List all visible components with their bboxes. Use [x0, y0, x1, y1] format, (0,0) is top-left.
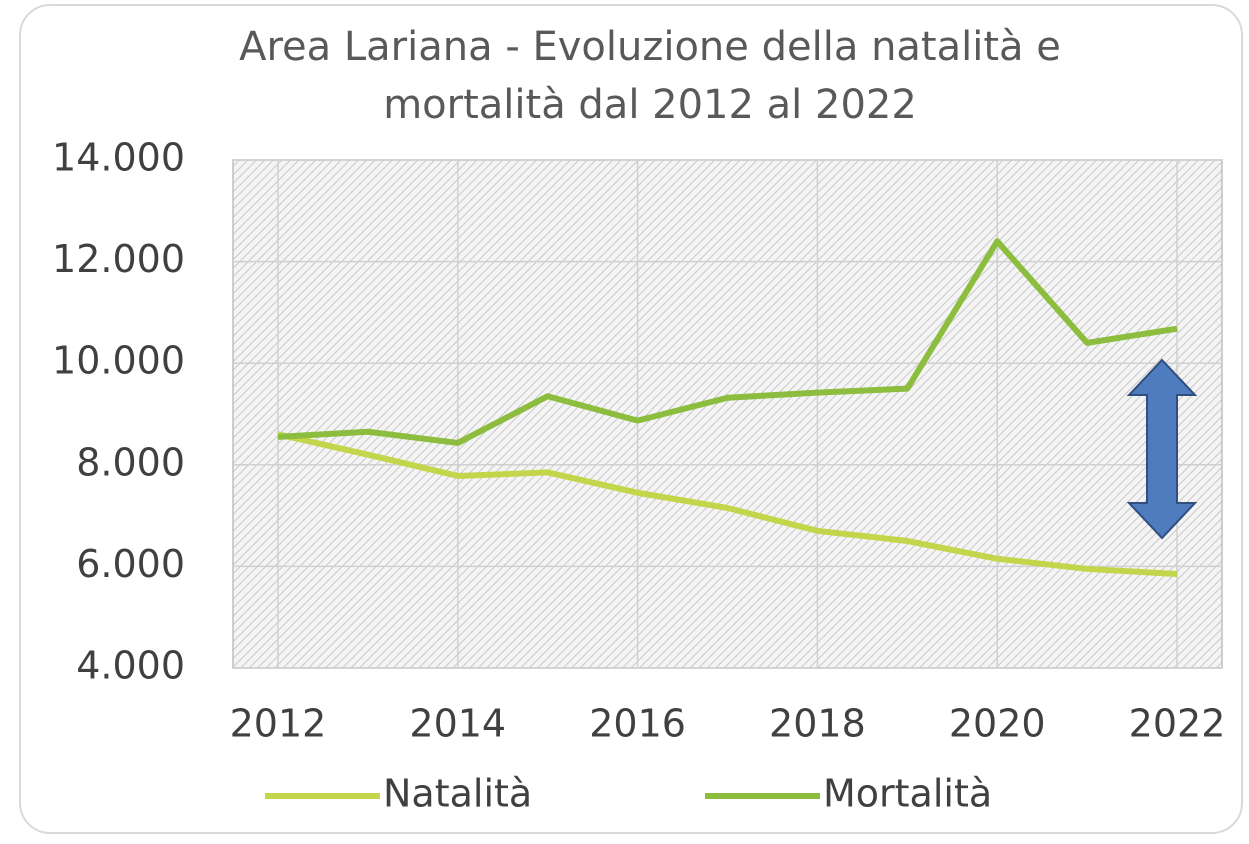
- x-tick-label: 2022: [1129, 702, 1226, 746]
- y-tick-label: 6.000: [76, 542, 185, 586]
- x-tick-label: 2018: [769, 702, 866, 746]
- chart-title: Area Lariana - Evoluzione della natalità…: [239, 24, 1061, 128]
- y-tick-label: 4.000: [76, 644, 185, 688]
- x-tick-label: 2014: [409, 702, 506, 746]
- legend-label: Natalità: [383, 772, 532, 816]
- data-line: [277, 431, 1178, 578]
- gap-arrow: [1126, 358, 1198, 540]
- x-tick-label: 2016: [589, 702, 686, 746]
- data-line: [277, 238, 1178, 446]
- y-tick-label: 14.000: [52, 136, 185, 180]
- legend-label: Mortalità: [823, 772, 992, 816]
- plot-area: [232, 159, 1223, 669]
- y-tick-label: 10.000: [52, 339, 185, 383]
- y-tick-label: 12.000: [52, 237, 185, 281]
- x-tick-label: 2020: [949, 702, 1046, 746]
- x-tick-label: 2012: [230, 702, 327, 746]
- y-tick-label: 8.000: [76, 440, 185, 484]
